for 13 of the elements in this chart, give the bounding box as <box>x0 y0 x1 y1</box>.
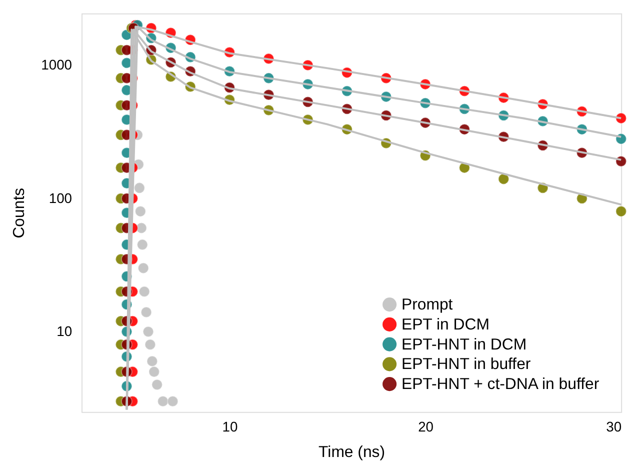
legend-label: EPT-HNT in DCM <box>401 336 527 354</box>
y-tick-label: 100 <box>48 190 72 206</box>
legend-label: EPT-HNT + ct-DNA in buffer <box>401 376 600 394</box>
x-axis-title: Time (ns) <box>318 444 386 462</box>
y-tick-label: 1000 <box>41 56 72 73</box>
x-tick-label: 30 <box>606 418 622 434</box>
legend-label: Prompt <box>401 296 454 314</box>
legend-label: EPT in DCM <box>401 316 490 334</box>
legend-label: EPT-HNT in buffer <box>401 356 532 374</box>
x-tick-label: 20 <box>418 418 434 434</box>
y-axis-title: Counts <box>11 188 28 238</box>
y-tick-label: 10 <box>56 323 72 340</box>
x-tick-label: 10 <box>222 418 238 434</box>
